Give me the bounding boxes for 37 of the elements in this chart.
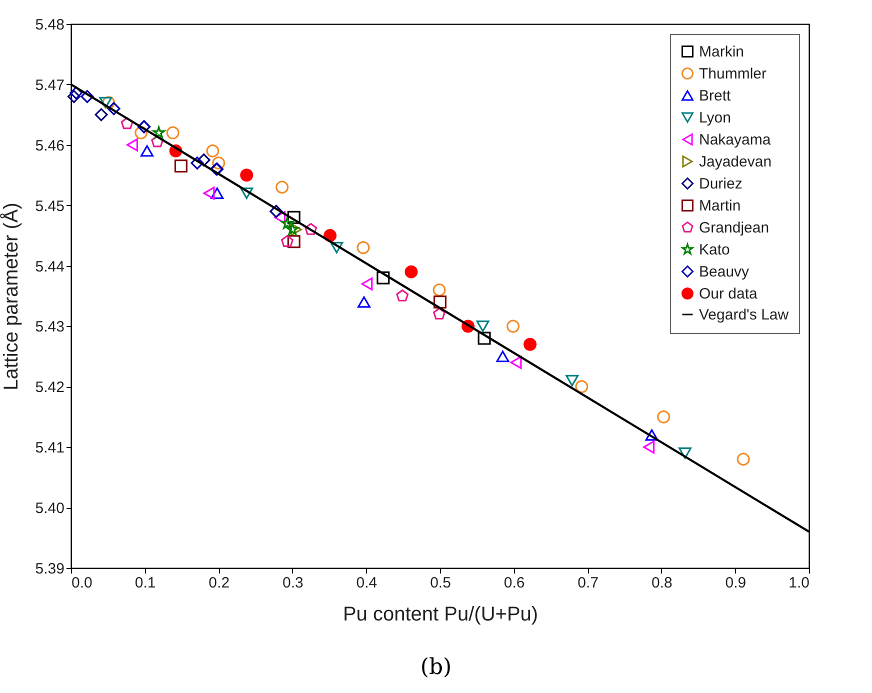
x-tick-label: 0.3 bbox=[282, 574, 304, 592]
text: (b) bbox=[419, 655, 453, 680]
legend-label: Vegard's Law bbox=[699, 306, 789, 324]
legend-label: Duriez bbox=[699, 176, 742, 192]
y-tick-label: 5.42 bbox=[35, 379, 64, 396]
x-tick-label: 0.0 bbox=[72, 574, 92, 592]
legend-label: Lyon bbox=[699, 110, 731, 126]
y-tick-label: 5.48 bbox=[35, 16, 64, 34]
x-axis-title: Pu content Pu/(U+Pu) bbox=[342, 604, 538, 626]
x-tick-label: 0.1 bbox=[134, 574, 156, 592]
y-tick-label: 5.43 bbox=[35, 318, 64, 336]
x-tick-label: 0.6 bbox=[504, 574, 525, 592]
legend-label: Jayadevan bbox=[699, 154, 772, 170]
x-tick-label: 0.4 bbox=[356, 574, 378, 592]
x-tick-label: 0.8 bbox=[651, 574, 672, 592]
x-tick-label: 0.9 bbox=[725, 574, 746, 592]
legend-label: Brett bbox=[699, 88, 732, 104]
y-tick-label: 5.41 bbox=[35, 440, 64, 457]
y-tick-label: 5.44 bbox=[35, 258, 64, 276]
legend-label: Martin bbox=[699, 198, 741, 214]
legend-label: Kato bbox=[699, 242, 730, 258]
legend-label: Beauvy bbox=[699, 264, 750, 280]
y-tick-label: 5.46 bbox=[35, 137, 64, 154]
y-axis-title: Lattice parameter (Å) bbox=[0, 202, 22, 390]
legend-label: Markin bbox=[699, 44, 744, 60]
y-tick-label: 5.39 bbox=[35, 560, 64, 578]
legend-label: Our data bbox=[699, 286, 758, 302]
legend-label: Thummler bbox=[699, 66, 767, 82]
x-tick-label: 0.5 bbox=[430, 574, 451, 592]
x-tick-label: 0.7 bbox=[578, 574, 599, 592]
y-tick-label: 5.47 bbox=[35, 76, 64, 94]
legend-label: Nakayama bbox=[699, 132, 772, 148]
legend-label: Grandjean bbox=[699, 220, 770, 236]
y-tick-label: 5.45 bbox=[35, 198, 64, 215]
x-tick-label: 1.0 bbox=[788, 574, 810, 592]
y-tick-label: 5.40 bbox=[35, 500, 64, 518]
x-tick-label: 0.2 bbox=[208, 574, 230, 592]
